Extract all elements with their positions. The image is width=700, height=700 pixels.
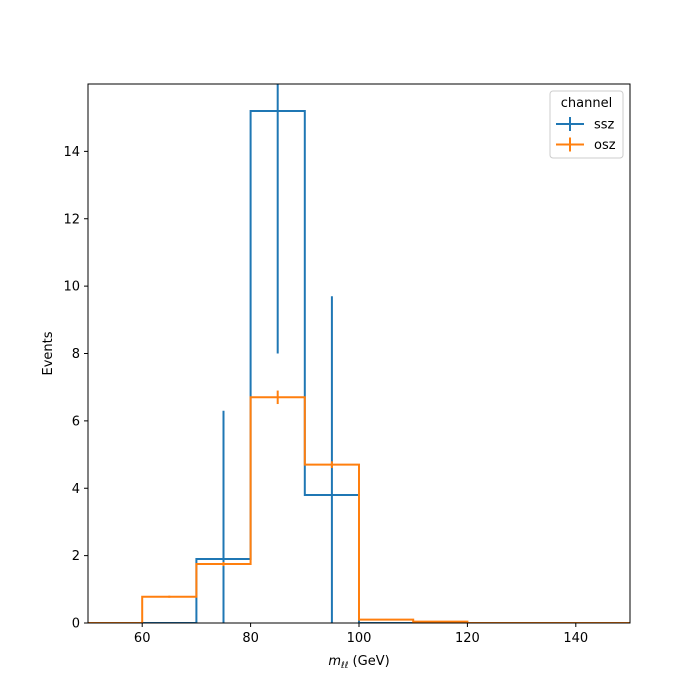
y-tick-label: 4 xyxy=(72,482,80,497)
step-line-osz xyxy=(88,396,630,623)
series-ssz xyxy=(88,84,630,623)
legend-entry-osz: osz xyxy=(556,137,616,153)
y-tick-label: 12 xyxy=(63,212,80,227)
legend-title: channel xyxy=(561,96,612,111)
x-axis-label: mℓℓ (GeV) xyxy=(328,654,389,671)
legend-label: ssz xyxy=(594,118,615,133)
legend-box xyxy=(549,90,624,159)
y-tick-label: 0 xyxy=(72,617,80,632)
y-axis-label: Events xyxy=(41,331,56,375)
x-tick-label: 140 xyxy=(563,631,588,646)
step-line-ssz xyxy=(88,109,630,623)
x-tick-label: 60 xyxy=(134,631,151,646)
series-layer xyxy=(88,84,630,623)
x-axis-label-subscript: ℓℓ xyxy=(340,661,348,671)
legend-label: osz xyxy=(594,138,616,153)
x-tick-label: 100 xyxy=(347,631,372,646)
x-tick-label: 80 xyxy=(242,631,259,646)
x-axis-label-symbol: m xyxy=(328,654,341,669)
y-tick-label: 6 xyxy=(72,414,80,429)
x-axis-label-unit: (GeV) xyxy=(348,654,389,669)
series-osz xyxy=(88,390,630,623)
y-tick-label: 2 xyxy=(72,549,80,564)
y-tick-label: 8 xyxy=(72,347,80,362)
legend-entries: ssz osz xyxy=(556,117,616,153)
ticks-layer: 60 80 100 120 140 0 2 4 6 8 10 12 14 xyxy=(63,145,588,646)
legend-entry-ssz: ssz xyxy=(556,117,615,133)
y-tick-label: 10 xyxy=(63,280,80,295)
legend: channel ssz osz xyxy=(549,90,624,159)
x-tick-label: 120 xyxy=(455,631,480,646)
y-tick-label: 14 xyxy=(63,145,80,160)
